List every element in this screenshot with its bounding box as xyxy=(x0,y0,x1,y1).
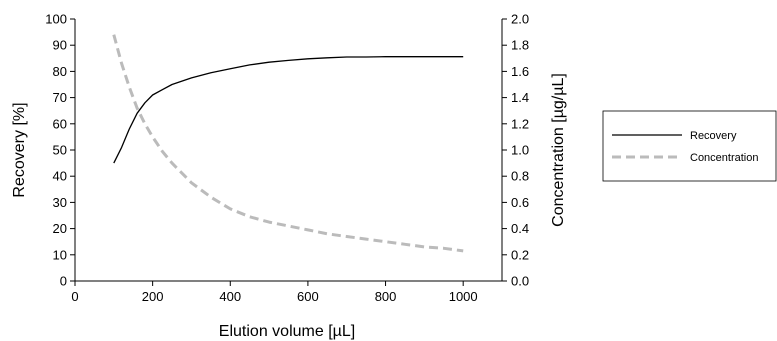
tick-labels: 0 10 20 30 40 50 60 70 80 90 100 0.0 0.2 0.4 0.6 0.8 1.0… xyxy=(45,12,529,305)
legend: Recovery Concentration xyxy=(602,110,777,182)
series-line-concentration xyxy=(112,34,464,253)
legend-label-concentration: Concentration xyxy=(690,152,759,164)
y2-tick-label: 0.2 xyxy=(511,247,529,262)
x-tick-label: 400 xyxy=(219,289,241,304)
y-tick-label: 90 xyxy=(53,38,67,53)
y-axis-title: Recovery [%] xyxy=(11,102,28,197)
y-tick-label: 0 xyxy=(60,274,67,289)
x-tick-label: 800 xyxy=(375,289,397,304)
y2-tick-label: 1.6 xyxy=(511,64,529,79)
y-tick-label: 60 xyxy=(53,116,67,131)
y2-tick-label: 0.4 xyxy=(511,221,529,236)
y-tick-label: 10 xyxy=(53,247,67,262)
y2-tick-label: 2.0 xyxy=(511,12,529,27)
y-tick-label: 70 xyxy=(53,90,67,105)
x-tick-label: 1000 xyxy=(449,289,478,304)
legend-label-recovery: Recovery xyxy=(690,130,737,142)
y-tick-label: 80 xyxy=(53,64,67,79)
x-axis-title: Elution volume [µL] xyxy=(219,323,355,340)
y2-tick-label: 0.6 xyxy=(511,195,529,210)
y-tick-label: 40 xyxy=(53,169,67,184)
plot-series xyxy=(112,34,464,253)
y2-tick-label: 1.4 xyxy=(511,90,529,105)
y2-tick-label: 1.8 xyxy=(511,38,529,53)
x-tick-label: 600 xyxy=(297,289,319,304)
y2-tick-label: 1.2 xyxy=(511,116,529,131)
y2-tick-label: 0.0 xyxy=(511,274,529,289)
y2-axis-title: Concentration [µg/µL] xyxy=(550,73,567,227)
x-tick-label: 0 xyxy=(71,289,78,304)
y-tick-label: 100 xyxy=(45,12,67,27)
legend-box xyxy=(602,110,777,182)
y-tick-label: 20 xyxy=(53,221,67,236)
x-tick-label: 200 xyxy=(142,289,164,304)
plot-axes xyxy=(70,18,507,286)
y2-tick-label: 0.8 xyxy=(511,169,529,184)
y-tick-label: 50 xyxy=(53,143,67,158)
series-line-recovery xyxy=(113,56,464,164)
y-tick-label: 30 xyxy=(53,195,67,210)
y2-tick-label: 1.0 xyxy=(511,143,529,158)
